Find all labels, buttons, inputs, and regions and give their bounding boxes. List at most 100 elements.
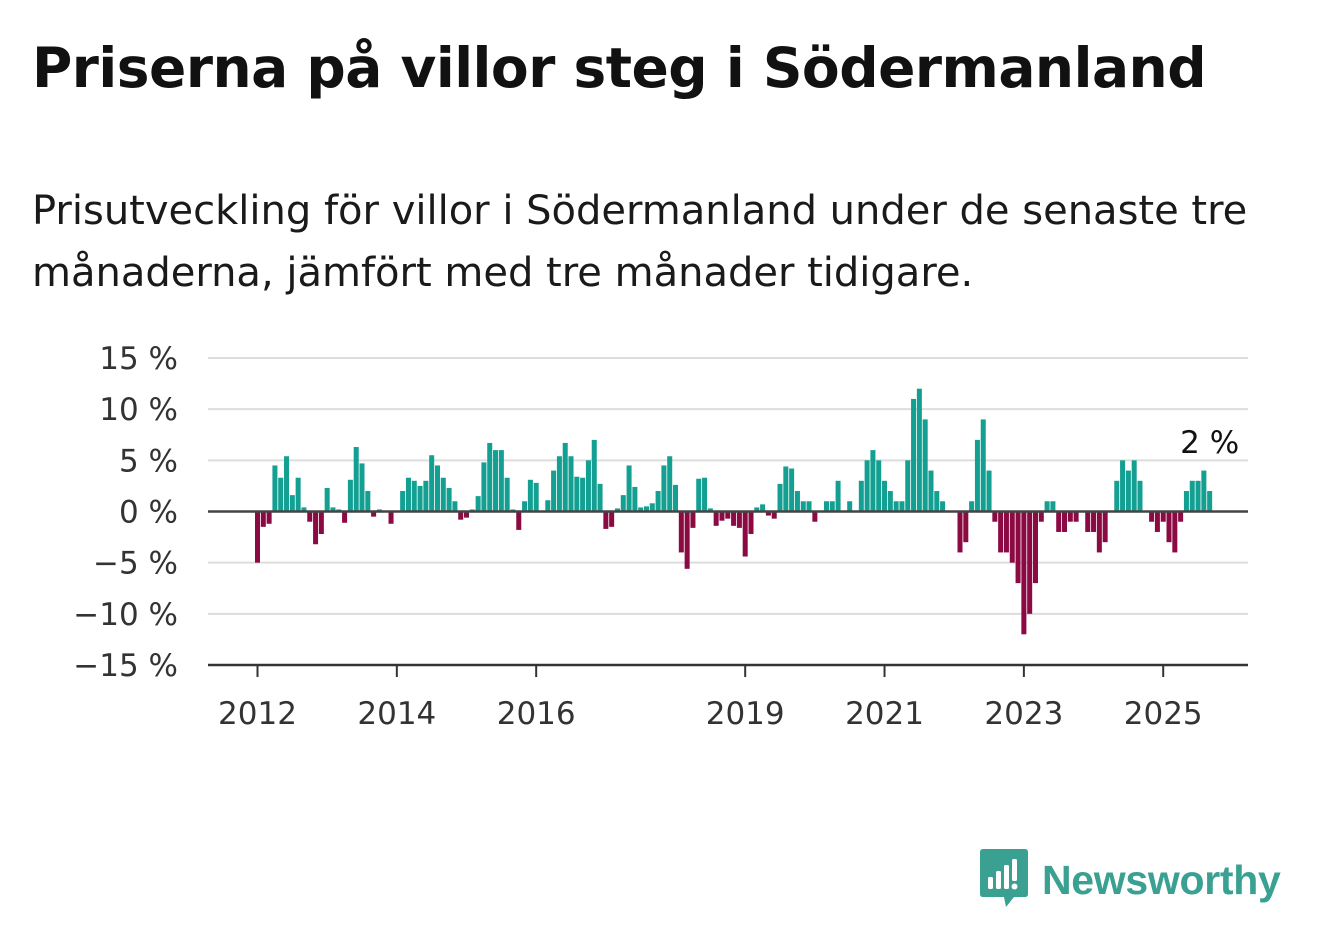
bar bbox=[365, 491, 371, 512]
bar bbox=[1085, 511, 1091, 532]
bar bbox=[487, 442, 493, 512]
bar bbox=[673, 484, 679, 512]
y-tick-label: 0 % bbox=[119, 495, 178, 531]
bar bbox=[1120, 460, 1126, 512]
bar bbox=[1091, 511, 1097, 532]
bar bbox=[829, 501, 835, 512]
bar bbox=[725, 511, 731, 519]
bar bbox=[643, 506, 649, 512]
bar bbox=[649, 503, 655, 512]
grid-lines bbox=[208, 357, 1248, 615]
bar bbox=[405, 477, 411, 512]
bar bbox=[928, 470, 934, 512]
bar bbox=[568, 456, 574, 512]
bar bbox=[754, 507, 760, 512]
x-tick-label: 2012 bbox=[218, 696, 297, 732]
bar bbox=[533, 482, 539, 512]
bar bbox=[1073, 511, 1079, 522]
bar bbox=[1137, 480, 1143, 512]
bar bbox=[1021, 511, 1027, 635]
bar bbox=[870, 450, 876, 512]
bar bbox=[464, 511, 470, 518]
bar bbox=[609, 511, 615, 527]
newsworthy-logo-icon bbox=[980, 849, 1028, 911]
x-tick-label: 2023 bbox=[984, 696, 1063, 732]
bar bbox=[1166, 511, 1172, 543]
axes bbox=[208, 510, 1248, 677]
bar bbox=[916, 388, 922, 512]
bar bbox=[748, 511, 754, 535]
bar bbox=[794, 491, 800, 512]
bar bbox=[847, 501, 853, 512]
bar bbox=[342, 511, 348, 523]
bar bbox=[1003, 511, 1009, 553]
bar bbox=[806, 501, 812, 512]
y-tick-label: 5 % bbox=[119, 443, 178, 479]
bar bbox=[417, 485, 423, 512]
bar bbox=[1009, 511, 1015, 563]
bar bbox=[504, 477, 510, 512]
y-tick-label: −15 % bbox=[73, 648, 178, 684]
bar bbox=[1038, 511, 1044, 522]
chart-title: Priserna på villor steg i Södermanland bbox=[32, 36, 1207, 100]
bar bbox=[661, 465, 667, 512]
bar bbox=[1131, 460, 1137, 512]
bar bbox=[678, 511, 684, 553]
bar bbox=[585, 460, 591, 512]
bar bbox=[1032, 511, 1038, 584]
y-tick-label: 15 % bbox=[99, 341, 178, 377]
bar bbox=[371, 511, 377, 517]
bar bbox=[1102, 511, 1108, 543]
bar bbox=[998, 511, 1004, 553]
bar bbox=[934, 491, 940, 512]
bar bbox=[858, 480, 864, 512]
bar bbox=[400, 491, 406, 512]
bar bbox=[301, 507, 307, 512]
bar bbox=[731, 511, 737, 526]
bar bbox=[324, 487, 330, 512]
x-tick-label: 2019 bbox=[706, 696, 785, 732]
x-tick-label: 2025 bbox=[1124, 696, 1203, 732]
bar bbox=[1114, 480, 1120, 512]
bar bbox=[974, 439, 980, 512]
bar bbox=[1125, 470, 1131, 512]
bar bbox=[614, 508, 620, 512]
bar bbox=[864, 460, 870, 512]
bar bbox=[771, 511, 777, 519]
bar bbox=[498, 450, 504, 512]
bar bbox=[1096, 511, 1102, 553]
bar bbox=[963, 511, 969, 543]
bar bbox=[800, 501, 806, 512]
bar bbox=[893, 501, 899, 512]
bar bbox=[835, 480, 841, 512]
bar bbox=[980, 419, 986, 512]
bar bbox=[423, 480, 429, 512]
bar bbox=[1067, 511, 1073, 522]
bar bbox=[516, 511, 522, 530]
bar bbox=[597, 483, 603, 512]
bar bbox=[318, 511, 324, 535]
bar bbox=[992, 511, 998, 522]
x-tick-label: 2014 bbox=[357, 696, 436, 732]
bar bbox=[812, 511, 818, 522]
bar bbox=[475, 496, 481, 512]
bar bbox=[626, 465, 632, 512]
y-tick-label: −10 % bbox=[73, 597, 178, 633]
x-tick-label: 2021 bbox=[845, 696, 924, 732]
bar bbox=[452, 501, 458, 512]
bar bbox=[551, 470, 557, 512]
bar bbox=[1027, 511, 1033, 614]
bar bbox=[440, 477, 446, 512]
x-tick-label: 2016 bbox=[497, 696, 576, 732]
bar-series bbox=[255, 388, 1213, 635]
y-tick-label: −5 % bbox=[93, 546, 178, 582]
bar bbox=[1056, 511, 1062, 532]
bar bbox=[940, 501, 946, 512]
bar bbox=[1201, 470, 1207, 512]
bar bbox=[742, 511, 748, 557]
bar bbox=[591, 439, 597, 512]
bar bbox=[707, 508, 713, 512]
bar bbox=[876, 460, 882, 512]
bar bbox=[1149, 511, 1155, 522]
